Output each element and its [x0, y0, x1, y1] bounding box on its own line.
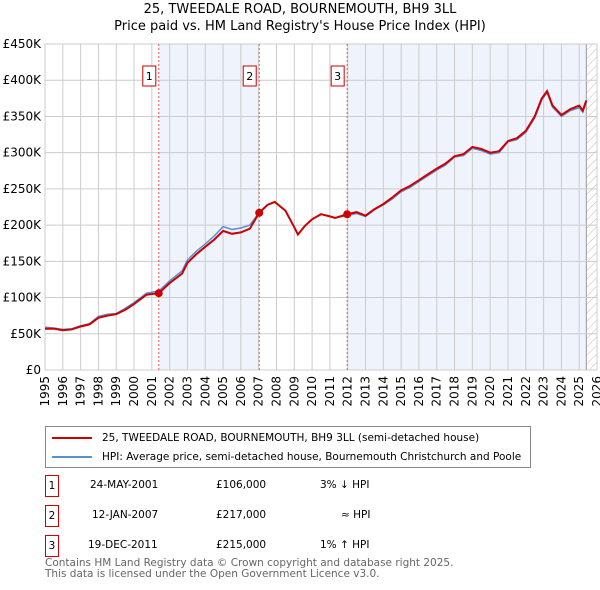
sale-marker: 1: [45, 475, 59, 497]
x-tick-label: 1996: [56, 376, 70, 407]
x-tick-label: 1999: [109, 376, 123, 407]
legend-item-property: 25, TWEEDALE ROAD, BOURNEMOUTH, BH9 3LL …: [52, 430, 479, 446]
x-tick-label: 2009: [287, 376, 301, 407]
y-tick-label: £100K: [3, 291, 43, 305]
x-tick-label: 2011: [323, 376, 337, 407]
sale-hpi: 1% ↑ HPI: [320, 539, 370, 551]
sale-marker: 3: [45, 535, 59, 557]
chart-subtitle: Price paid vs. HM Land Registry's House …: [114, 19, 486, 34]
x-tick-label: 1997: [74, 376, 88, 407]
y-tick-label: £300K: [3, 146, 43, 160]
x-tick-label: 2022: [519, 376, 533, 407]
x-tick-label: 2008: [269, 376, 283, 407]
legend-item-hpi: HPI: Average price, semi-detached house,…: [52, 449, 521, 465]
x-tick-label: 1998: [91, 376, 105, 407]
legend: 25, TWEEDALE ROAD, BOURNEMOUTH, BH9 3LL …: [45, 426, 531, 468]
x-tick-label: 2012: [341, 376, 355, 407]
line-chart: £0 £50K £100K £150K £200K £250K £300K £350K £400…: [3, 37, 600, 407]
x-tick-label: 2013: [359, 376, 373, 407]
footer-line: This data is licensed under the Open Gov…: [45, 568, 380, 580]
sale-label-box: [330, 65, 345, 87]
footer: Contains HM Land Registry data © Crown c…: [45, 558, 453, 580]
chart-title: 25, TWEEDALE ROAD, BOURNEMOUTH, BH9 3LL: [143, 2, 457, 17]
y-tick-label: £250K: [3, 182, 43, 196]
sale-hpi: ≈ HPI: [341, 509, 371, 521]
sale-label: 3: [334, 70, 341, 83]
x-tick-label: 2023: [537, 376, 551, 407]
y-tick-label: £400K: [3, 73, 43, 87]
legend-swatch-blue: [52, 456, 92, 458]
x-tick-label: 2006: [234, 376, 248, 407]
sale-date: 12-JAN-2007: [92, 509, 159, 521]
x-tick-label: 2010: [305, 376, 319, 407]
y-tick-label: £0: [26, 363, 41, 377]
sale-marker: 2: [45, 505, 59, 527]
x-tick-label: 1995: [38, 376, 52, 407]
x-tick-label: 2002: [163, 376, 177, 407]
shaded-range: [158, 44, 260, 370]
x-tick-label: 2019: [465, 376, 479, 407]
shaded-range: [347, 44, 587, 370]
x-tick-label: 2000: [127, 376, 141, 407]
sale-label: 2: [246, 70, 253, 83]
y-tick-label: £350K: [3, 109, 43, 123]
x-tick-label: 2018: [448, 376, 462, 407]
sale-label: 1: [146, 70, 153, 83]
x-tick-label: 2007: [252, 376, 266, 407]
x-tick-label: 2015: [394, 376, 408, 407]
sale-label-box: [242, 65, 257, 87]
legend-label: 25, TWEEDALE ROAD, BOURNEMOUTH, BH9 3LL …: [102, 432, 480, 444]
sale-price: £215,000: [216, 539, 267, 551]
sale-point: [343, 210, 352, 219]
y-tick-label: £50K: [10, 327, 42, 341]
forecast-hatch: [586, 44, 597, 370]
y-tick-label: £200K: [3, 218, 43, 232]
sale-price: £217,000: [216, 509, 267, 521]
x-tick-label: 2020: [483, 376, 497, 407]
x-tick-label: 2026: [590, 376, 600, 407]
property-line: [45, 89, 588, 332]
sale-label-box: [142, 65, 157, 87]
y-tick-label: £150K: [3, 254, 43, 268]
x-tick-label: 2005: [216, 376, 230, 407]
x-tick-label: 2003: [180, 376, 194, 407]
x-tick-label: 2021: [501, 376, 515, 407]
sale-hpi: 3% ↓ HPI: [320, 479, 370, 491]
sale-point: [255, 208, 264, 217]
footer-line: Contains HM Land Registry data © Crown c…: [45, 557, 454, 569]
x-tick-label: 2017: [430, 376, 444, 407]
x-tick-label: 2024: [554, 376, 568, 407]
y-tick-label: £450K: [3, 37, 43, 51]
x-tick-label: 2014: [376, 376, 390, 407]
legend-swatch-red: [52, 437, 92, 439]
legend-label: HPI: Average price, semi-detached house,…: [102, 451, 522, 463]
x-tick-label: 2016: [412, 376, 426, 407]
x-tick-label: 2025: [572, 376, 586, 407]
sale-date: 24-MAY-2001: [90, 479, 159, 491]
plot-frame: [44, 43, 598, 371]
sale-point: [154, 289, 163, 298]
sale-date: 19-DEC-2011: [88, 539, 158, 551]
x-tick-label: 2001: [145, 376, 159, 407]
sale-price: £106,000: [216, 479, 267, 491]
x-tick-label: 2004: [198, 376, 212, 407]
